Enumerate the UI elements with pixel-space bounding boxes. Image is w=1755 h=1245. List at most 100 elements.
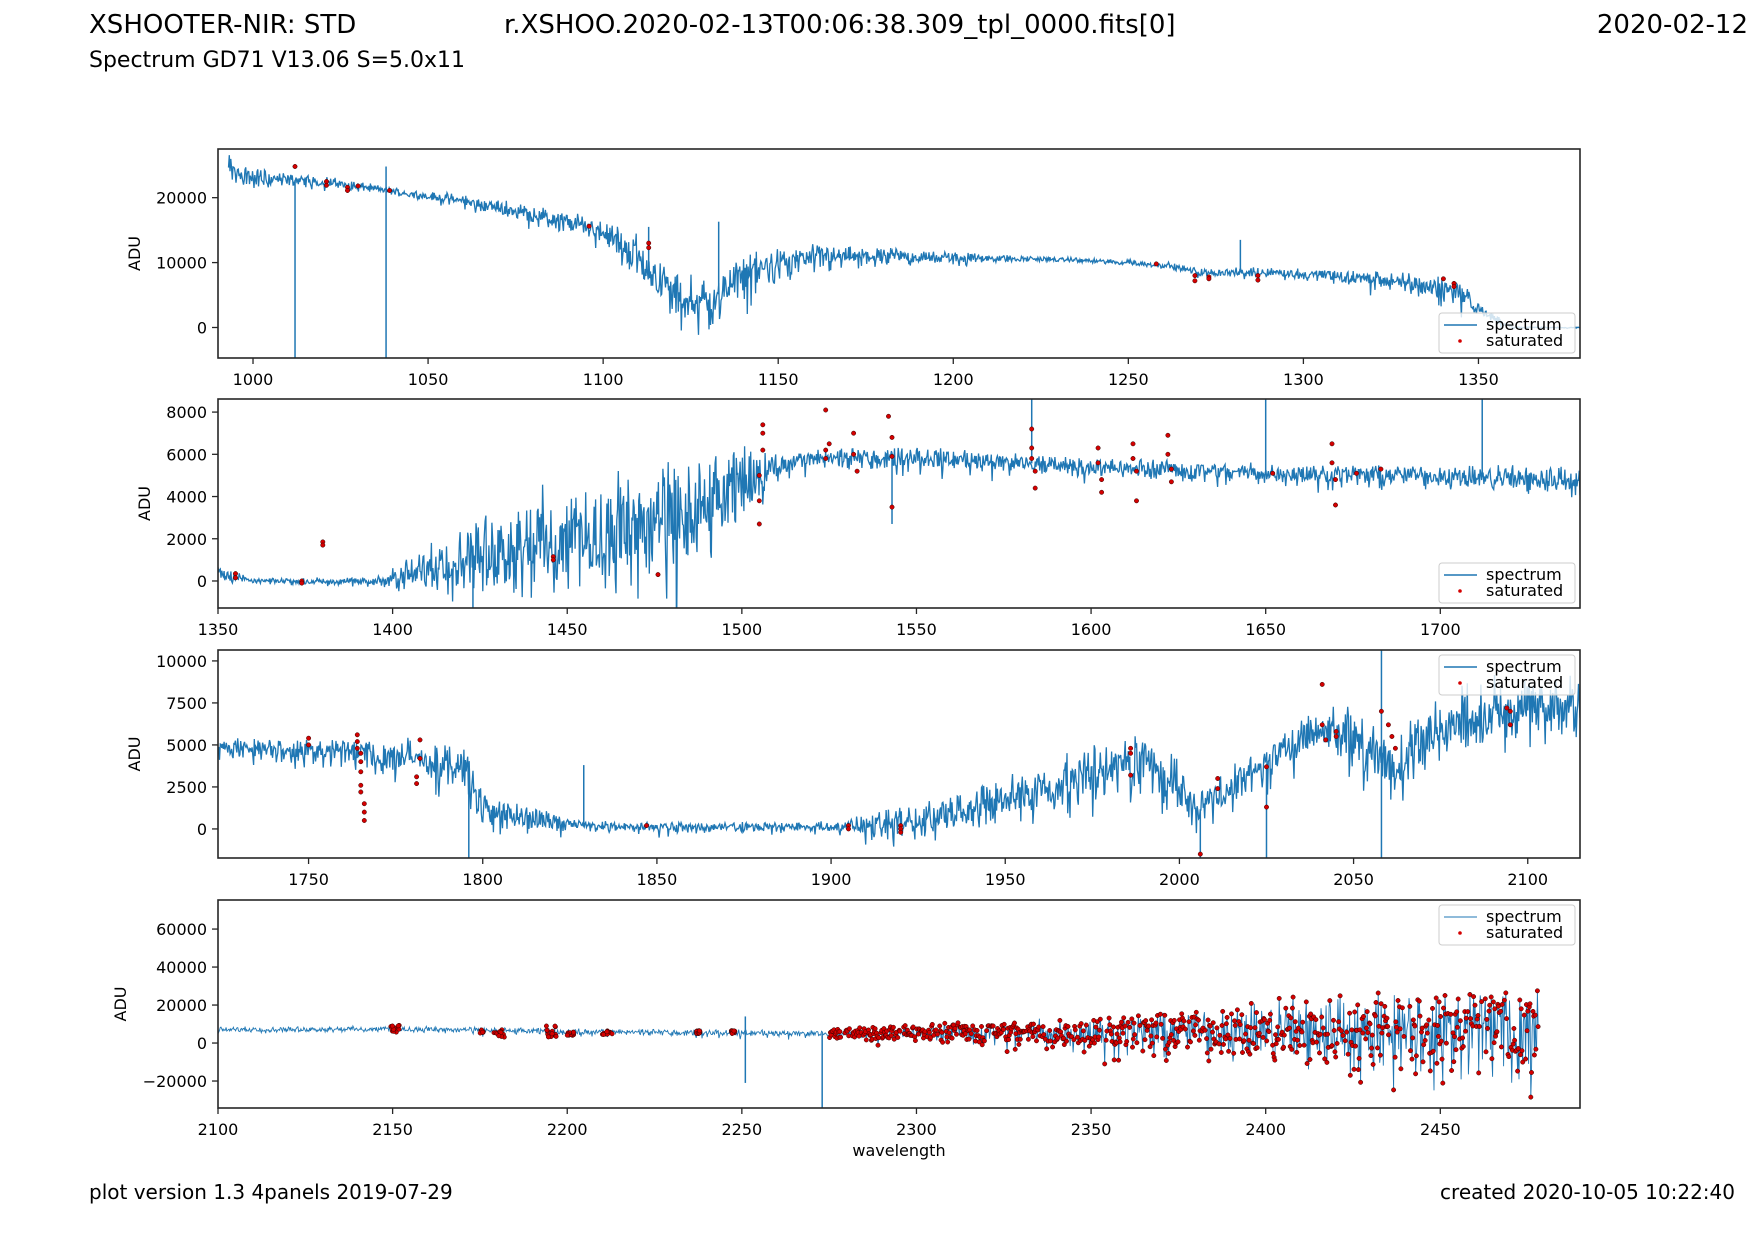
saturated-point (1419, 1025, 1425, 1031)
saturated-point (1313, 1017, 1319, 1023)
saturated-point (564, 1032, 570, 1038)
saturated-point (1451, 1059, 1457, 1065)
saturated-point (1224, 1014, 1230, 1020)
saturated-point (1148, 1033, 1154, 1039)
saturated-point (902, 1023, 908, 1029)
saturated-point (756, 521, 762, 527)
saturated-point (299, 580, 305, 586)
saturated-point (1111, 1057, 1117, 1063)
saturated-point (1504, 705, 1510, 711)
saturated-point (1317, 1031, 1323, 1037)
saturated-point (417, 755, 423, 761)
saturated-point (1467, 992, 1473, 997)
saturated-point (1463, 1028, 1468, 1034)
panel-4: 2100 2150 2200 2250 2300 2350 2400 2450 −20000 0 2… (111, 899, 1581, 1139)
x-tick-label: 2400 (1245, 1120, 1286, 1139)
saturated-point (1153, 1020, 1159, 1026)
saturated-point (1506, 1054, 1512, 1060)
saturated-point (1006, 1037, 1012, 1043)
legend-dot-icon (1458, 931, 1462, 935)
y-tick-label: 5000 (166, 736, 207, 755)
saturated-point (837, 1029, 843, 1035)
saturated-point (1128, 750, 1134, 756)
saturated-point (756, 498, 762, 504)
saturated-point (1353, 1043, 1358, 1049)
saturated-point (1375, 990, 1381, 996)
saturated-point (1255, 277, 1261, 283)
saturated-point (1223, 1021, 1229, 1027)
saturated-point (1424, 1030, 1430, 1036)
saturated-point (1364, 1009, 1370, 1015)
saturated-point (760, 422, 766, 428)
saturated-point (1151, 1053, 1157, 1059)
saturated-point (1367, 1021, 1373, 1027)
saturated-point (1398, 1066, 1404, 1072)
saturated-point (1001, 1027, 1006, 1032)
saturated-point (1294, 1049, 1300, 1055)
saturated-point (731, 1028, 737, 1034)
saturated-point (1030, 1034, 1036, 1040)
saturated-point (1171, 1017, 1177, 1023)
y-tick-label: 2500 (166, 778, 207, 797)
saturated-point (1273, 1041, 1279, 1047)
saturated-point (946, 1030, 952, 1036)
x-tick-label: 1800 (462, 870, 503, 889)
saturated-point (1220, 1008, 1226, 1014)
saturated-point (354, 739, 360, 745)
saturated-point (1197, 851, 1203, 857)
saturated-point (1273, 1032, 1278, 1038)
saturated-point (952, 1026, 958, 1031)
y-tick-label: 7500 (166, 694, 207, 713)
saturated-point (1012, 1046, 1018, 1052)
saturated-point (1422, 1037, 1428, 1043)
saturated-point (1468, 1016, 1474, 1022)
saturated-point (823, 456, 829, 461)
saturated-point (1434, 1060, 1440, 1066)
saturated-point (1214, 1025, 1220, 1031)
legend-label-spectrum: spectrum (1486, 657, 1562, 676)
saturated-point (1254, 1010, 1259, 1016)
saturated-point (655, 572, 661, 578)
saturated-point (857, 1025, 863, 1031)
saturated-point (1154, 1034, 1160, 1040)
saturated-point (414, 781, 420, 787)
y-axis-label: ADU (111, 987, 130, 1022)
saturated-point (354, 732, 360, 738)
saturated-point (1449, 1068, 1455, 1073)
y-axis-label: ADU (135, 486, 154, 521)
saturated-point (1455, 996, 1461, 1002)
saturated-point (1207, 1023, 1213, 1029)
saturated-point (1096, 1034, 1102, 1040)
saturated-point (1128, 745, 1134, 751)
saturated-point (1252, 1025, 1258, 1031)
x-tick-label: 1250 (1108, 370, 1149, 389)
saturated-point (1102, 1061, 1108, 1067)
saturated-point (1392, 1054, 1398, 1060)
saturated-point (1525, 1008, 1531, 1014)
saturated-point (1476, 1024, 1482, 1029)
x-tick-label: 2300 (896, 1120, 937, 1139)
saturated-point (1017, 1036, 1023, 1042)
saturated-point (1416, 998, 1422, 1004)
legend-box (1438, 562, 1576, 604)
saturated-point (306, 742, 312, 748)
saturated-point (1185, 1044, 1190, 1050)
saturated-point (1264, 1038, 1270, 1044)
saturated-point (875, 1042, 881, 1048)
saturated-point (1529, 1070, 1534, 1075)
saturated-point (1179, 1011, 1185, 1017)
saturated-point (1430, 1048, 1436, 1054)
saturated-point (1340, 1033, 1346, 1038)
saturated-point (1130, 1044, 1135, 1050)
saturated-point (1333, 734, 1339, 739)
y-tick-label: 20000 (156, 996, 207, 1015)
saturated-point (886, 413, 891, 419)
saturated-point (1399, 1005, 1405, 1011)
saturated-point (697, 1028, 702, 1034)
saturated-point (1001, 1021, 1007, 1027)
saturated-point (1515, 1046, 1521, 1051)
saturated-point (1531, 1052, 1537, 1058)
saturated-point (358, 769, 364, 775)
saturated-point (1378, 466, 1384, 472)
saturated-point (1255, 273, 1261, 279)
